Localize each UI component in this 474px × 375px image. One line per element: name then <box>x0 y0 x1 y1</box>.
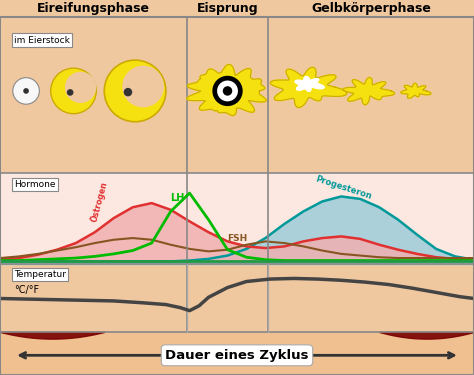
Text: °C/°F: °C/°F <box>14 285 39 295</box>
Ellipse shape <box>65 72 96 103</box>
Ellipse shape <box>223 86 232 96</box>
Text: Hormone: Hormone <box>14 180 56 189</box>
Ellipse shape <box>212 76 243 106</box>
Ellipse shape <box>104 60 166 122</box>
Polygon shape <box>187 64 266 116</box>
Ellipse shape <box>13 78 39 104</box>
Text: Dauer eines Zyklus: Dauer eines Zyklus <box>165 349 309 362</box>
Text: Gelbkörperphase: Gelbkörperphase <box>311 2 431 15</box>
Polygon shape <box>270 67 347 108</box>
Polygon shape <box>343 78 394 105</box>
Ellipse shape <box>23 88 29 94</box>
Text: im Eierstock: im Eierstock <box>14 36 70 45</box>
Ellipse shape <box>122 66 164 107</box>
Ellipse shape <box>217 81 238 101</box>
Polygon shape <box>401 83 431 98</box>
Text: FSH: FSH <box>228 234 248 243</box>
Text: Eisprung: Eisprung <box>197 2 258 15</box>
Ellipse shape <box>124 88 132 96</box>
Text: Temperatur: Temperatur <box>14 270 66 279</box>
Ellipse shape <box>67 89 73 96</box>
Text: Östrogen: Östrogen <box>89 180 110 223</box>
Text: Progesteron: Progesteron <box>314 175 373 201</box>
Polygon shape <box>295 76 324 92</box>
Text: Eireifungsphase: Eireifungsphase <box>37 2 150 15</box>
Ellipse shape <box>51 68 96 114</box>
Text: LH: LH <box>171 193 185 203</box>
